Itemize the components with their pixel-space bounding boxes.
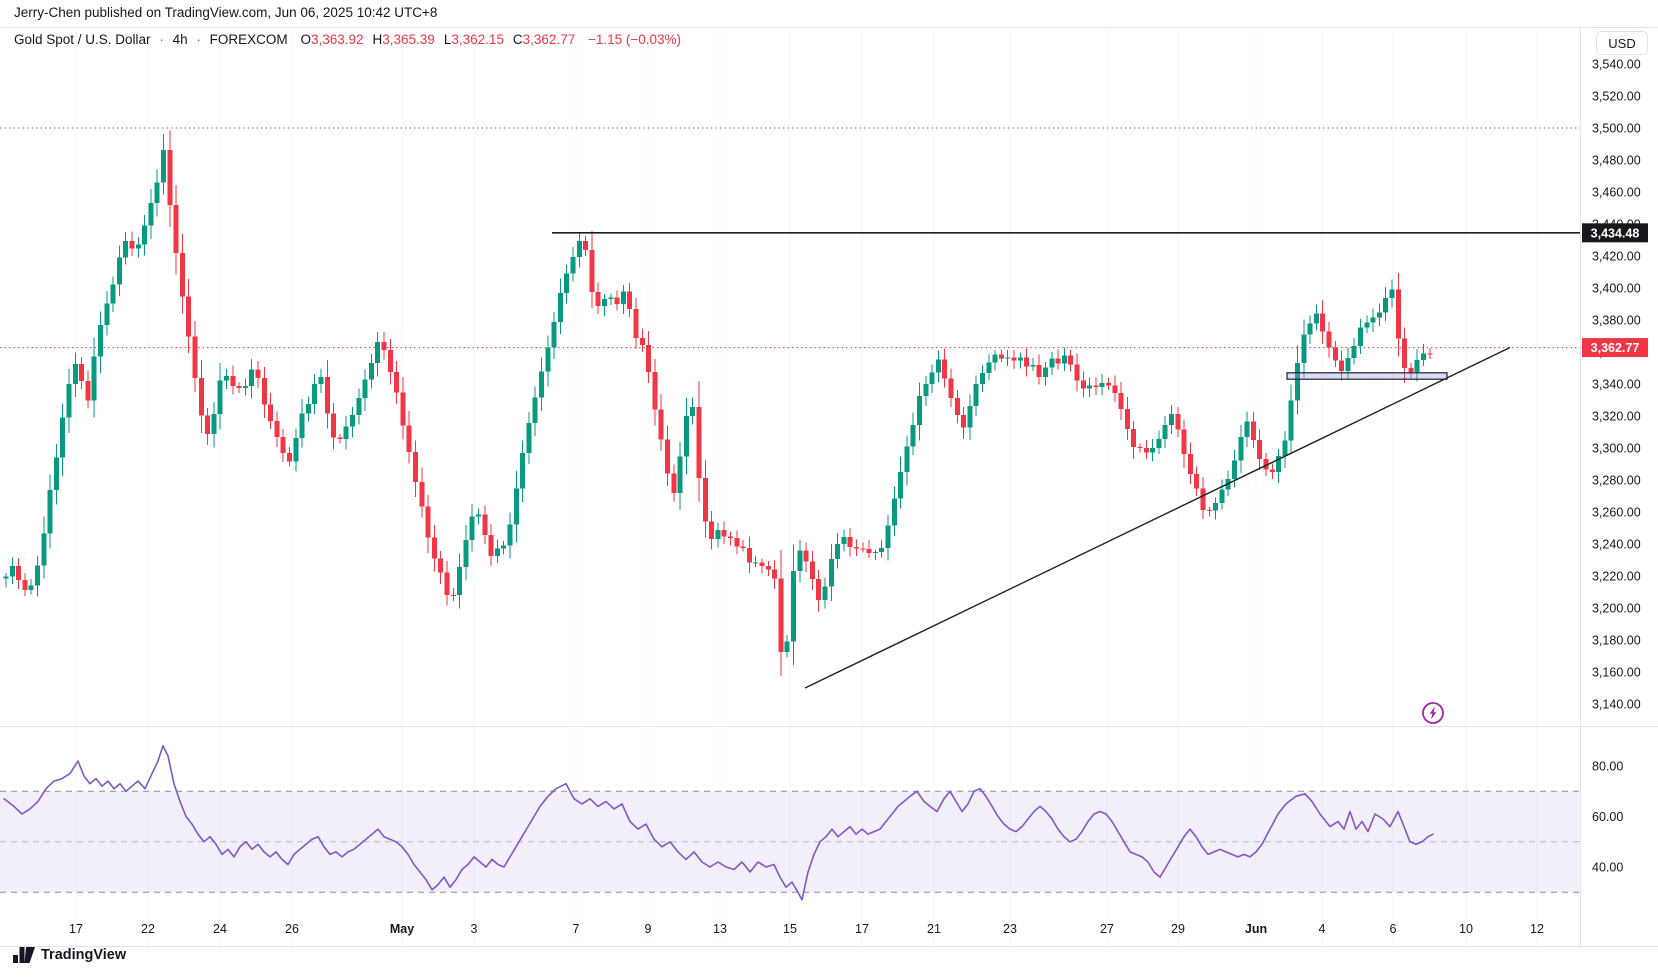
separator-dot: · [159,32,164,47]
symbol-title: Gold Spot / U.S. Dollar [14,32,151,47]
time-tick: 3 [471,922,478,936]
price-tick: 3,320.00 [1592,410,1641,424]
time-tick: May [390,922,414,936]
gridlines [75,28,1538,946]
rsi-band [0,790,1580,893]
time-tick: 27 [1100,922,1114,936]
ohlc-letter: H [372,32,383,47]
separator-dot: · [196,32,201,47]
interval-label: 4h [172,32,188,47]
tradingview-logo[interactable]: TradingView [13,947,126,963]
price-tick: 3,220.00 [1592,570,1641,584]
price-tick: 3,540.00 [1592,58,1641,72]
time-tick: 26 [285,922,299,936]
rsi-tick: 60.00 [1592,810,1623,824]
resistance-price-badge [1582,223,1648,243]
drawings[interactable] [552,232,1580,689]
ascending-trendline [804,346,1511,689]
last-price-badge [1582,338,1648,358]
price-tick: 3,260.00 [1592,506,1641,520]
time-tick: 13 [713,922,727,936]
ohlc-value: 3,362.77 [522,32,576,47]
support-rectangle [1286,372,1448,380]
ohlc-values: O3,363.92 H3,365.39 L3,362.15 C3,362.77 [291,32,575,47]
time-tick: 10 [1459,922,1473,936]
rsi-tick: 40.00 [1592,861,1623,875]
time-tick: 24 [213,922,227,936]
ohlc-letter: L [443,32,452,47]
time-tick: 22 [141,922,155,936]
price-tick: 3,400.00 [1592,282,1641,296]
boost-lightning-button[interactable] [1422,702,1444,724]
time-tick: Jun [1245,922,1267,936]
ohlc-value: 3,362.15 [451,32,504,47]
price-tick: 3,240.00 [1592,538,1641,552]
price-tick: 3,280.00 [1592,474,1641,488]
time-tick: 12 [1530,922,1544,936]
symbol-legend: Gold Spot / U.S. Dollar · 4h · FOREXCOM … [14,32,681,47]
price-tick: 3,160.00 [1592,666,1641,680]
price-tick: 3,480.00 [1592,154,1641,168]
svg-text:3,362.77: 3,362.77 [1591,341,1640,355]
time-tick: 17 [69,922,83,936]
price-tick: 3,520.00 [1592,90,1641,104]
price-axis[interactable]: 3,540.00 3,520.00 3,500.00 3,480.00 3,460.00… [1592,58,1641,875]
pane-frame [0,27,1658,947]
price-tick: 3,200.00 [1592,602,1641,616]
time-tick: 6 [1390,922,1397,936]
candles[interactable] [3,130,1433,676]
currency-button[interactable]: USD [1596,31,1648,55]
ohlc-value: 3,365.39 [382,32,435,47]
time-axis[interactable]: 17 22 24 26 May 3 7 9 13 15 17 21 23 27 29 Jun 4 6 10 12 [69,922,1544,936]
published-line: Jerry-Chen published on TradingView.com,… [14,5,438,20]
price-badges: 3,434.48 3,362.77 [1582,223,1648,358]
tradingview-label: TradingView [41,947,127,963]
time-tick: 21 [927,922,941,936]
price-tick: 3,300.00 [1592,442,1641,456]
price-tick: 3,340.00 [1592,378,1641,392]
time-tick: 15 [783,922,797,936]
rsi-line [3,744,1434,901]
price-tick: 3,180.00 [1592,634,1641,648]
ohlc-letter: O [300,32,311,47]
price-tick: 3,460.00 [1592,186,1641,200]
tradingview-icon [13,947,35,963]
time-tick: 7 [573,922,580,936]
price-tick: 3,140.00 [1592,698,1641,712]
price-tick: 3,420.00 [1592,250,1641,264]
price-tick: 3,380.00 [1592,314,1641,328]
ohlc-letter: C [512,32,523,47]
time-tick: 17 [855,922,869,936]
price-tick: 3,500.00 [1592,122,1641,136]
rsi-tick: 80.00 [1592,760,1623,774]
time-tick: 4 [1319,922,1326,936]
ohlc-value: 3,363.92 [310,32,364,47]
change-label: −1.15 (−0.03%) [587,32,682,47]
time-tick: 29 [1171,922,1185,936]
exchange-label: FOREXCOM [209,32,288,47]
svg-text:3,434.48: 3,434.48 [1591,226,1640,240]
time-tick: 9 [645,922,652,936]
time-tick: 23 [1003,922,1017,936]
